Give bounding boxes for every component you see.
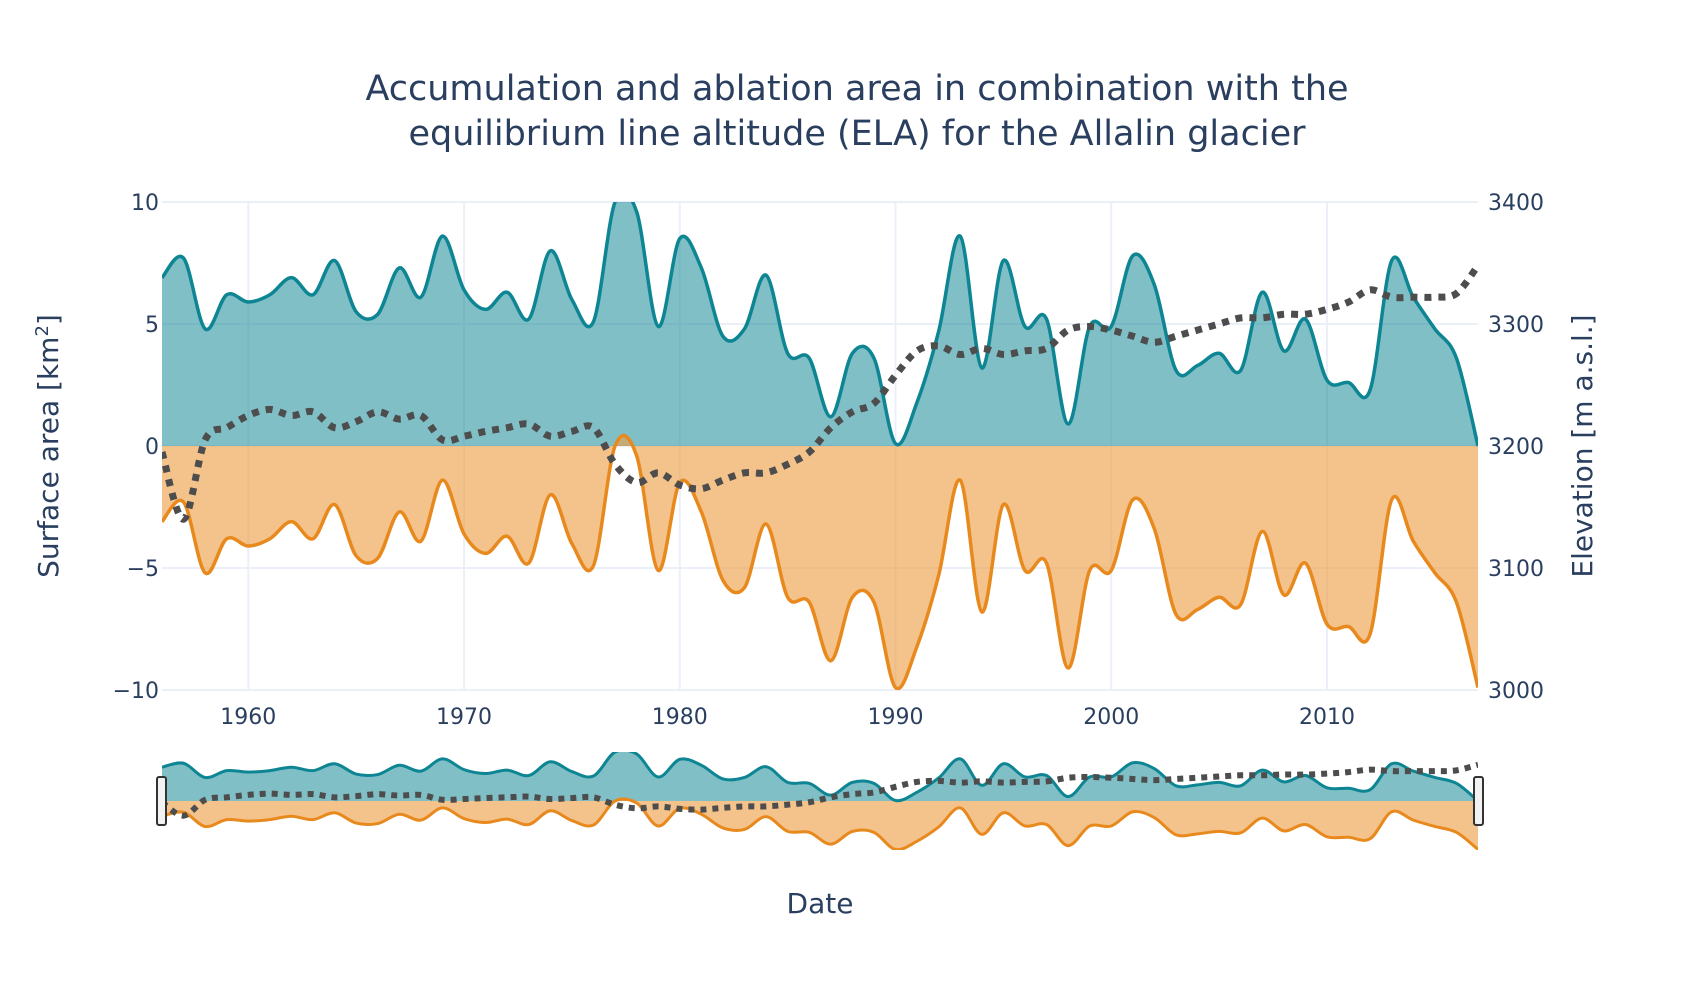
range-slider-ela-line [162,761,1478,819]
accumulation-area-line [162,202,1478,447]
y-right-tick-label-3200: 3200 [1488,435,1544,460]
range-slider-left-handle[interactable] [156,776,167,826]
y-left-tick-label-3: −5 [127,557,159,582]
y-right-tick-labels: 3400 3300 3200 3100 3000 [1488,191,1544,704]
range-slider-accumulation-line [162,752,1478,803]
chart-title-line1: Accumulation and ablation area in combin… [365,69,1348,109]
chart-title-line2: equilibrium line altitude (ELA) for the … [408,114,1306,154]
x-tick-labels: 1960 1970 1980 1990 2000 2010 [220,705,1355,730]
y-right-axis-title: Elevation [m a.s.l.] [1566,314,1599,577]
range-slider-ablation-line [162,797,1478,850]
y-left-tick-label-1: 5 [145,313,159,338]
x-axis-title: Date [787,887,854,920]
range-slider[interactable] [156,750,1484,850]
y-left-axis-title: Surface area [km2] [32,314,65,578]
range-slider-accumulation-fill [162,752,1478,801]
y-left-tick-label-0: 10 [131,191,159,216]
y-right-tick-label-3300: 3300 [1488,313,1544,338]
x-tick-label-1970: 1970 [436,705,492,730]
x-tick-label-2010: 2010 [1299,705,1355,730]
x-tick-label-1990: 1990 [868,705,924,730]
ablation-area-line [162,433,1478,690]
y-right-tick-label-3100: 3100 [1488,557,1544,582]
accumulation-area-fill [162,202,1478,446]
range-slider-ablation-fill [162,798,1478,850]
x-tick-label-1980: 1980 [652,705,708,730]
x-tick-label-1960: 1960 [220,705,276,730]
y-left-tick-labels: 10 5 0 −5 −10 [113,191,159,704]
x-tick-label-2000: 2000 [1083,705,1139,730]
y-left-tick-label-4: −10 [113,679,159,704]
ablation-area-fill [162,435,1478,689]
y-right-tick-label-3400: 3400 [1488,191,1544,216]
y-left-tick-label-2: 0 [145,435,159,460]
y-right-tick-label-3000: 3000 [1488,679,1544,704]
range-slider-right-handle[interactable] [1473,776,1484,826]
